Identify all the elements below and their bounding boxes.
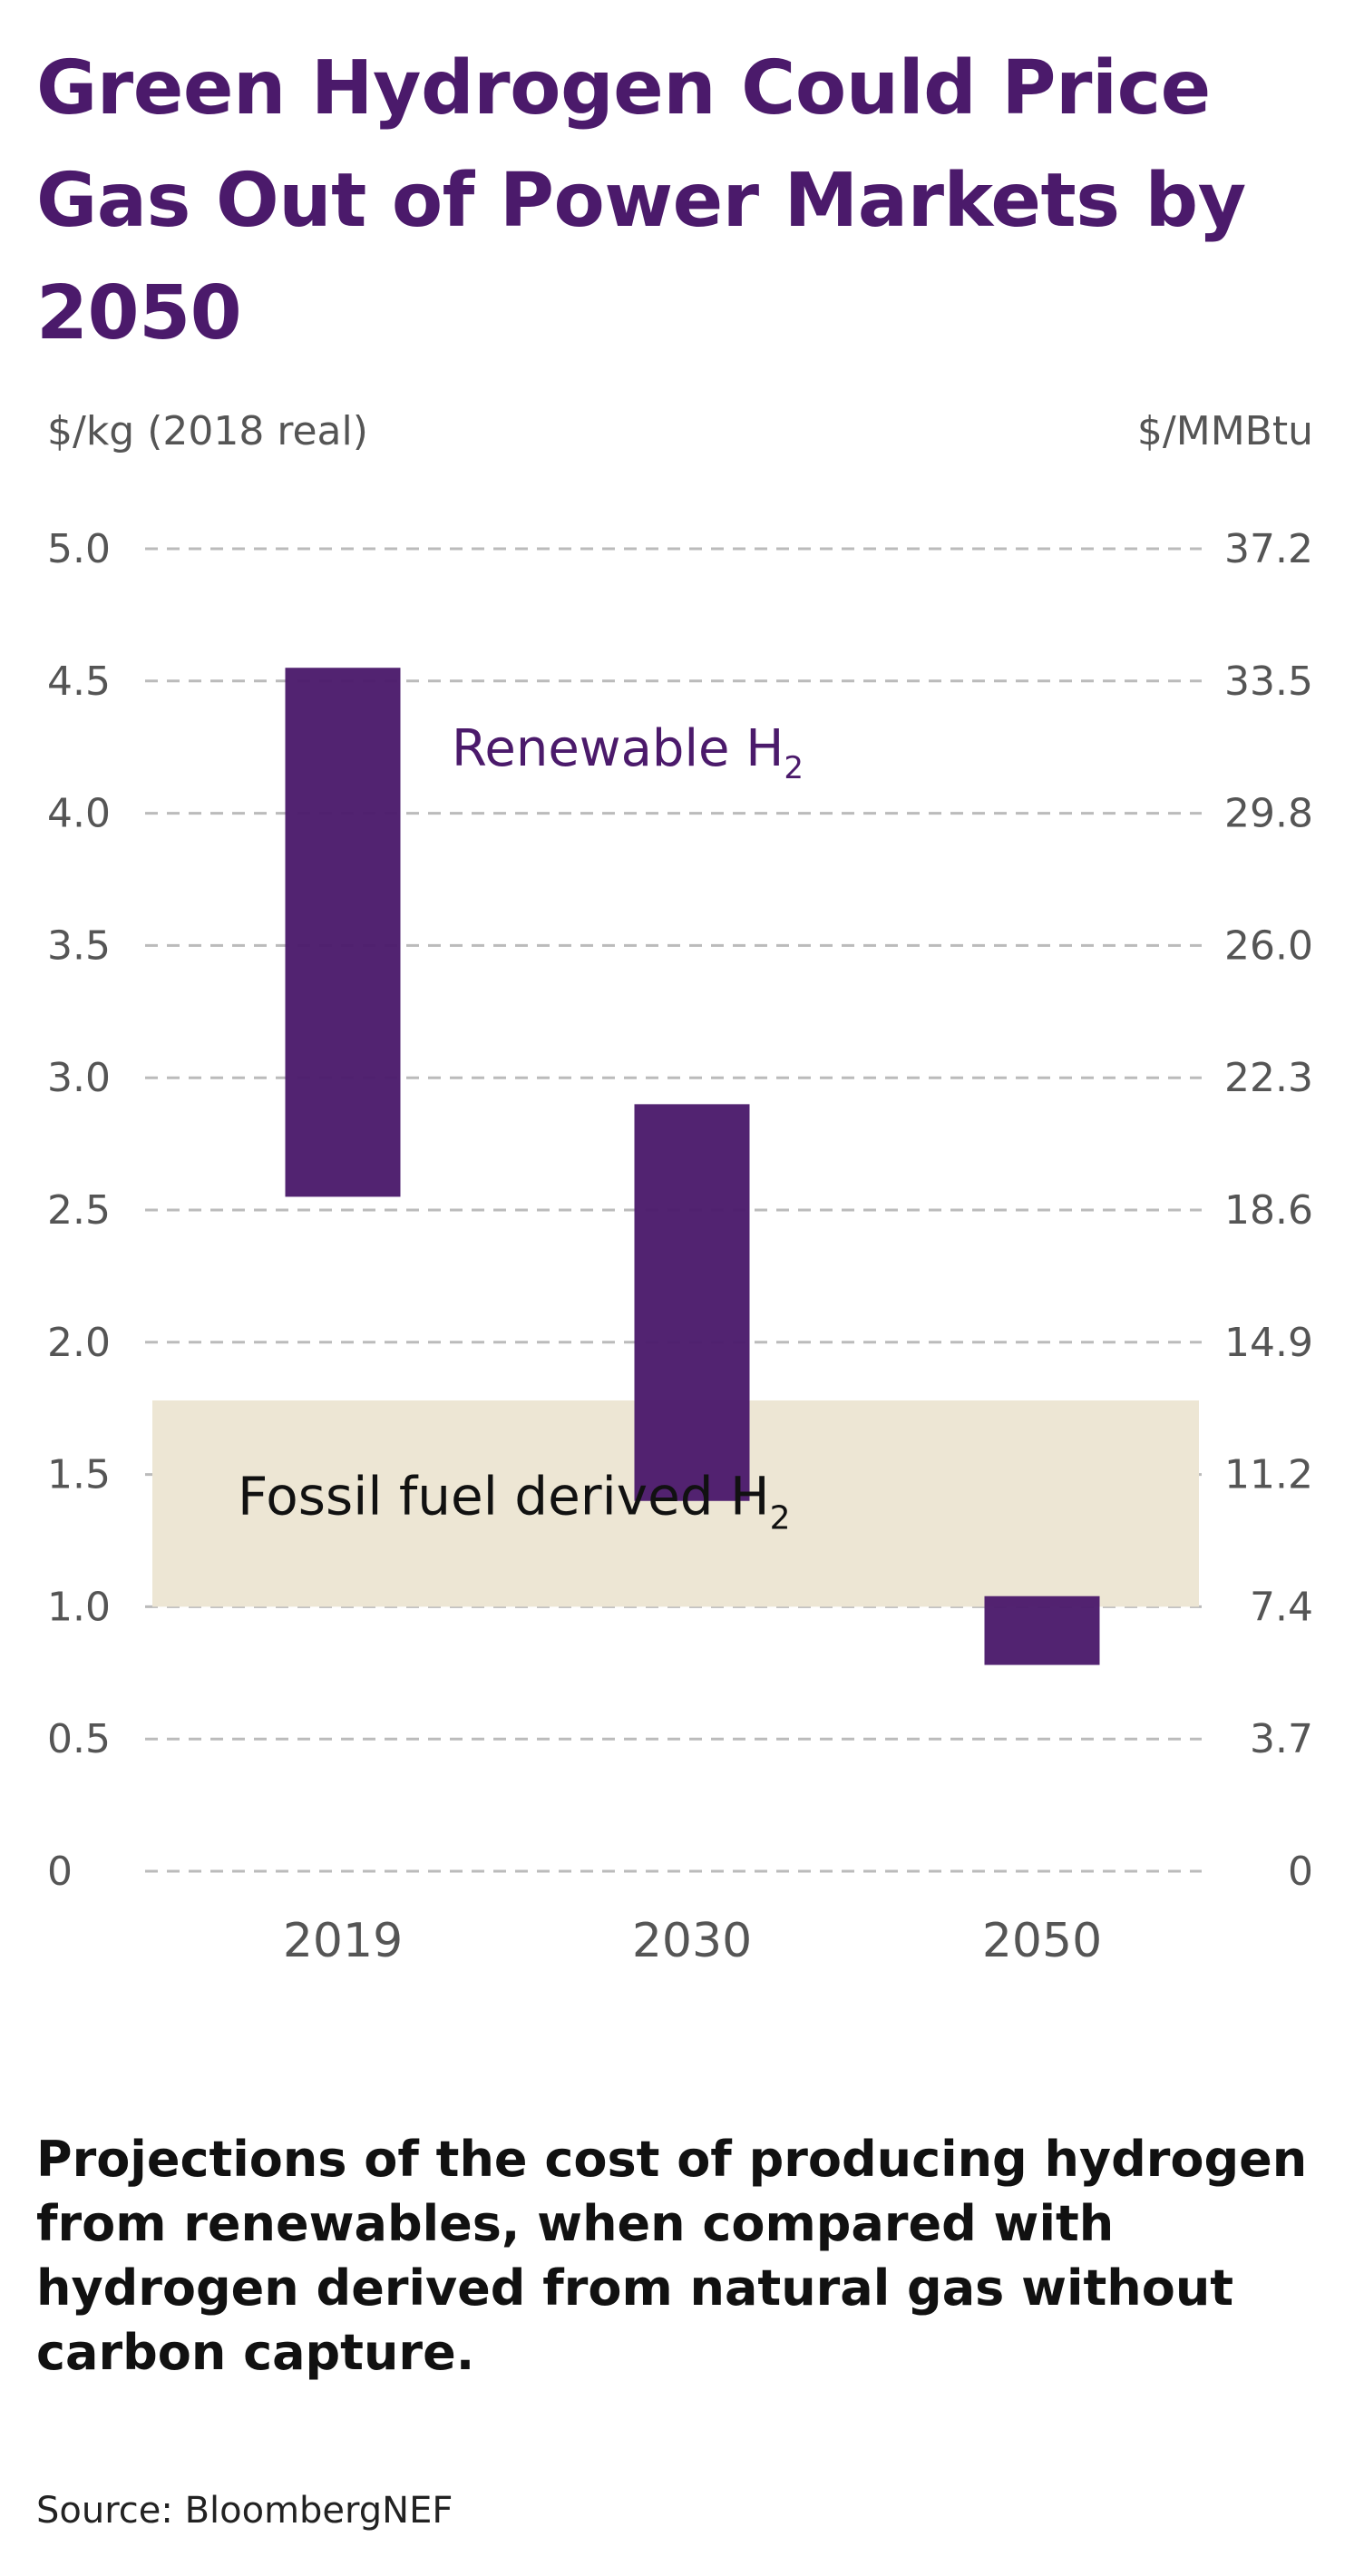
renewable-bar-2019 — [285, 668, 401, 1197]
y-tick-label: 0 — [47, 1849, 73, 1895]
y2-tick-label: 14.9 — [1224, 1320, 1313, 1366]
left-axis-label: $/kg (2018 real) — [47, 408, 368, 454]
y-tick-label: 2.0 — [47, 1320, 111, 1366]
y2-tick-label: 11.2 — [1224, 1452, 1313, 1498]
y-tick-label: 1.5 — [47, 1452, 111, 1498]
y-tick-label: 4.0 — [47, 791, 111, 837]
x-tick-label: 2019 — [283, 1914, 403, 1968]
y-tick-label: 3.5 — [47, 922, 111, 969]
y2-tick-label: 29.8 — [1224, 791, 1313, 837]
y-tick-label: 0.5 — [47, 1716, 111, 1762]
y2-tick-label: 37.2 — [1224, 526, 1313, 572]
x-tick-label: 2030 — [632, 1914, 752, 1968]
y-tick-label: 4.5 — [47, 659, 111, 705]
y-tick-label: 5.0 — [47, 526, 111, 572]
renewable-bar-2030 — [634, 1104, 750, 1501]
y2-tick-label: 7.4 — [1250, 1584, 1313, 1630]
y2-tick-label: 26.0 — [1224, 922, 1313, 969]
renewable-bar-2050 — [984, 1595, 1100, 1665]
y2-tick-label: 33.5 — [1224, 659, 1313, 705]
renewable-label: Renewable H2 — [452, 719, 804, 786]
chart-caption: Projections of the cost of producing hyd… — [36, 2131, 1308, 2381]
right-axis-label: $/MMBtu — [1137, 408, 1313, 454]
y2-tick-label: 22.3 — [1224, 1055, 1313, 1101]
fossil-band-label: Fossil fuel derived H2 — [238, 1465, 791, 1537]
y-tick-label: 1.0 — [47, 1584, 111, 1630]
y2-tick-label: 0 — [1288, 1849, 1313, 1895]
y2-tick-label: 18.6 — [1224, 1187, 1313, 1234]
chart: $/kg (2018 real) $/MMBtu 0 0 0.5 3.7 1.0 7.4 1… — [47, 408, 1313, 1968]
x-tick-label: 2050 — [982, 1914, 1102, 1968]
source-note: Source: BloombergNEF — [36, 2490, 453, 2532]
y2-tick-label: 3.7 — [1250, 1716, 1313, 1762]
y-tick-label: 3.0 — [47, 1055, 111, 1101]
chart-title: Green Hydrogen Could Price Gas Out of Po… — [36, 45, 1246, 356]
y-tick-label: 2.5 — [47, 1187, 111, 1234]
